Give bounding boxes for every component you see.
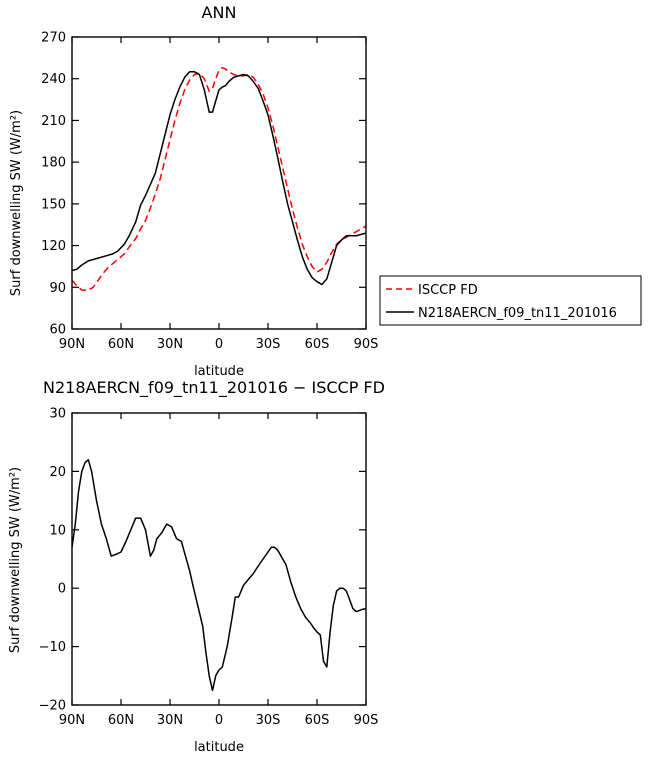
plot-area-top: [71, 36, 367, 330]
chart-title-bottom: N218AERCN_f09_tn11_201016 − ISCCP FD: [43, 378, 385, 398]
y-tick-label-bottom-0: −20: [39, 699, 66, 714]
x-axis-label-top: latitude: [194, 364, 244, 379]
y-axis-label-top: Surf downwelling SW (W/m²): [9, 110, 24, 296]
plot-frame-bottom: [71, 412, 367, 706]
y-tick-label-bottom-1: −10: [39, 640, 66, 655]
y-tick-label-top-3: 150: [41, 197, 66, 212]
y-axis-label-bottom: Surf downwelling SW (W/m²): [8, 467, 23, 653]
y-tick-label-bottom-3: 10: [49, 523, 66, 538]
y-tick-label-top-2: 120: [41, 239, 66, 254]
legend-label-isccp: ISCCP FD: [418, 283, 478, 298]
series-line-bottom-0: [71, 458, 367, 692]
y-tick-label-top-6: 240: [41, 72, 66, 87]
x-tick-label-top-1: 60N: [108, 337, 134, 352]
x-tick-label-top-5: 60S: [305, 337, 330, 352]
y-tick-label-top-5: 210: [41, 114, 66, 129]
x-tick-label-bottom-6: 90S: [354, 713, 379, 728]
x-tick-label-top-6: 90S: [354, 337, 379, 352]
panel-bottom: N218AERCN_f09_tn11_201016 − ISCCP FD Sur…: [8, 378, 385, 755]
series-line-top-0: [71, 66, 367, 291]
x-tick-label-top-2: 30N: [157, 337, 183, 352]
panel-top: ANN Surf downwelling SW (W/m²) latitude: [9, 3, 367, 379]
y-tick-label-top-1: 90: [49, 281, 66, 296]
x-tick-label-bottom-2: 30N: [157, 713, 183, 728]
x-tick-label-top-4: 30S: [256, 337, 281, 352]
x-tick-label-top-3: 0: [215, 337, 223, 352]
y-tick-label-top-0: 60: [49, 323, 66, 338]
x-tick-label-bottom-3: 0: [215, 713, 223, 728]
chart-title-top: ANN: [202, 3, 237, 22]
plot-area-bottom: [71, 412, 367, 706]
y-tick-label-bottom-4: 20: [49, 465, 66, 480]
y-tick-label-bottom-5: 30: [49, 407, 66, 422]
x-tick-label-bottom-0: 90N: [59, 713, 85, 728]
legend-label-model: N218AERCN_f09_tn11_201016: [418, 306, 617, 321]
legend-box: [379, 275, 642, 326]
x-tick-label-bottom-5: 60S: [305, 713, 330, 728]
plot-frame-top: [71, 36, 367, 330]
x-tick-label-top-0: 90N: [59, 337, 85, 352]
y-tick-label-bottom-2: 0: [58, 582, 66, 597]
y-tick-label-top-4: 180: [41, 156, 66, 171]
x-tick-label-bottom-1: 60N: [108, 713, 134, 728]
x-axis-label-bottom: latitude: [194, 740, 244, 755]
x-tick-label-bottom-4: 30S: [256, 713, 281, 728]
series-line-top-1: [71, 71, 367, 286]
y-tick-label-top-7: 270: [41, 31, 66, 46]
legend: ISCCP FD N218AERCN_f09_tn11_201016: [379, 275, 642, 326]
